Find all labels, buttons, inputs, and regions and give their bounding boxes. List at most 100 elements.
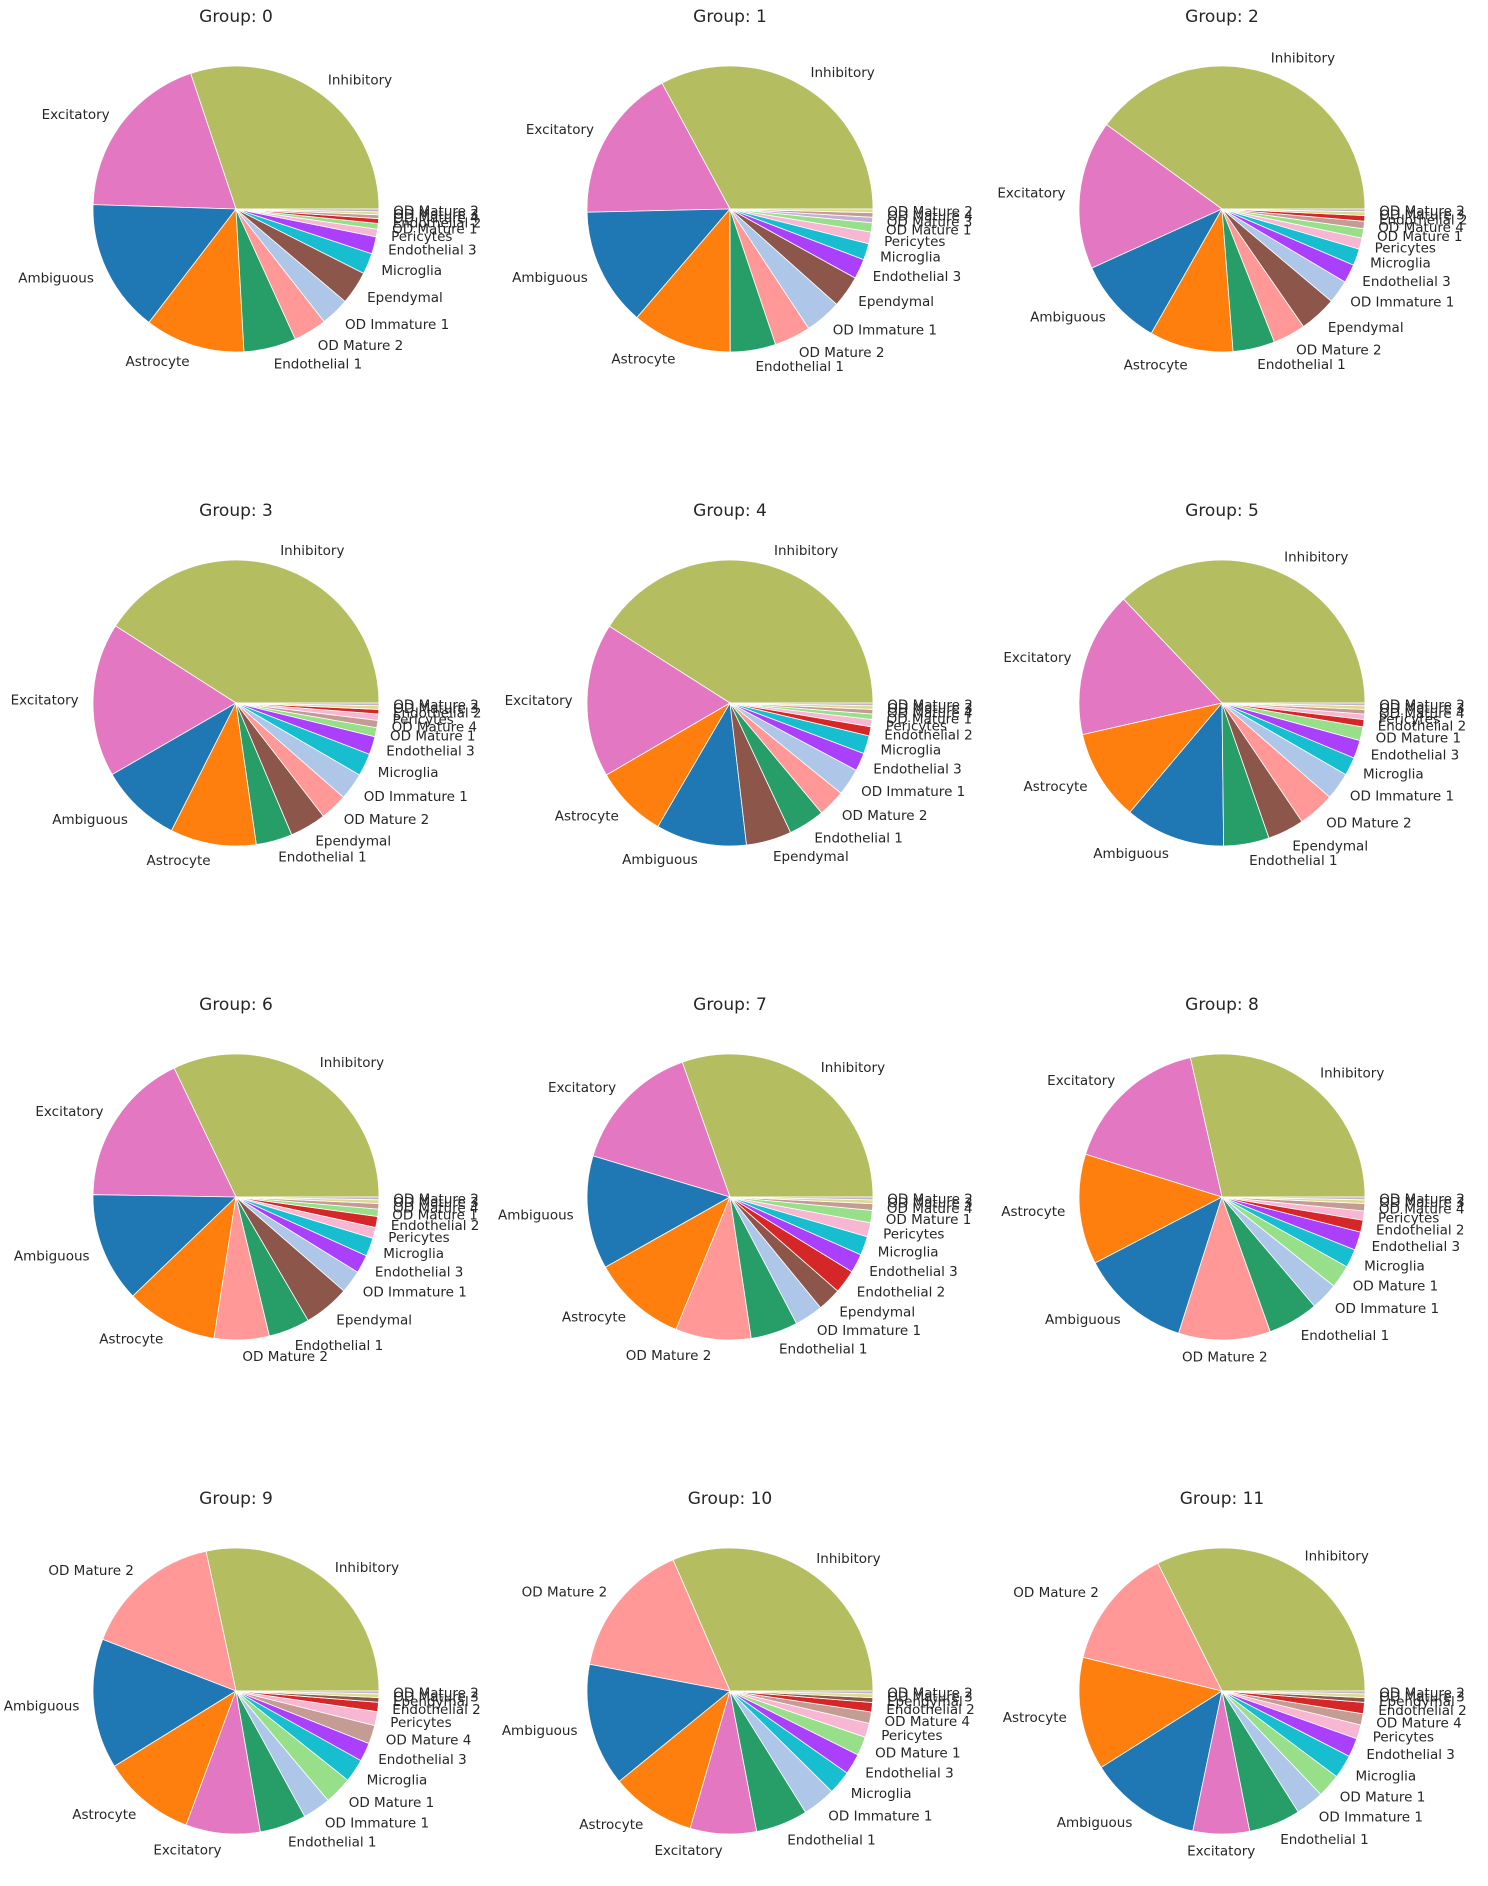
- slice-label: Endothelial 1: [787, 1832, 875, 1848]
- pie-slice: [235, 702, 380, 707]
- slice-label: Astrocyte: [611, 351, 675, 367]
- pie-panel: Group: 9 Inhibitory OD Mature 2 Ambiguous As…: [4, 1489, 481, 1859]
- slice-label: Pericytes: [1373, 1730, 1434, 1746]
- slice-label: Endothelial 2: [1378, 1703, 1466, 1719]
- slice-label: Excitatory: [654, 1843, 722, 1859]
- pie-slice: [111, 701, 237, 832]
- panel-title: Group: 7: [693, 995, 767, 1015]
- slice-label: Ependymal: [336, 1313, 412, 1329]
- slice-label: Pericytes: [391, 229, 452, 245]
- slice-label: OD Mature 2: [842, 808, 928, 824]
- slice-label: OD Mature 1: [390, 729, 476, 745]
- slice-label: Inhibitory: [320, 1055, 384, 1071]
- pie-panel: Group: 5 Inhibitory Excitatory Astrocyte Amb…: [1003, 501, 1466, 869]
- slice-label: Pericytes: [883, 1227, 944, 1243]
- slice-label: OD Mature 2: [1379, 698, 1465, 714]
- slice-label: Endothelial 1: [1280, 1832, 1368, 1848]
- pie-panel: Group: 11 Inhibitory OD Mature 2 Astrocyte A…: [1003, 1489, 1467, 1859]
- slice-label: OD Immature 1: [325, 1815, 429, 1831]
- slice-label: Astrocyte: [1024, 779, 1088, 795]
- slice-label: Microglia: [878, 1244, 939, 1260]
- slice-label: Endothelial 3: [386, 743, 474, 759]
- slice-label: Excitatory: [1003, 650, 1071, 666]
- slice-label: Microglia: [1370, 256, 1431, 272]
- pie-panel: Group: 8 Inhibitory Excitatory Astrocyte Amb…: [1001, 995, 1465, 1365]
- panel-title: Group: 4: [693, 501, 767, 521]
- slice-label: OD Mature 2: [344, 812, 430, 828]
- slice-label: OD Immature 1: [828, 1808, 932, 1824]
- slice-label: OD Immature 1: [363, 1285, 467, 1301]
- slice-label: Ambiguous: [1093, 846, 1169, 862]
- slice-label: OD Mature 3: [887, 701, 973, 717]
- pie-slice: [586, 1663, 731, 1783]
- slice-label: Pericytes: [881, 1728, 942, 1744]
- slice-label: OD Mature 3: [1379, 1689, 1465, 1705]
- panel-title: Group: 2: [1185, 7, 1259, 27]
- slice-label: OD Mature 2: [887, 698, 973, 714]
- slice-label: Inhibitory: [1284, 550, 1348, 566]
- slice-label: Ambiguous: [1030, 309, 1106, 325]
- slice-label: OD Mature 1: [1377, 229, 1463, 245]
- pie-slice: [729, 208, 874, 214]
- slice-label: Pericytes: [1378, 1211, 1439, 1227]
- pie-slice: [1221, 702, 1366, 707]
- pie-slice: [608, 559, 874, 704]
- pie-slice: [1178, 1195, 1271, 1341]
- pie-panel: Group: 0 Inhibitory Excitatory Ambiguous Ast…: [18, 7, 481, 373]
- pie-slice: [681, 1053, 874, 1198]
- slice-label: Excitatory: [526, 122, 594, 138]
- panel-title: Group: 11: [1180, 1489, 1265, 1509]
- panel-title: Group: 1: [693, 7, 767, 27]
- slice-label: OD Mature 4: [393, 1200, 479, 1216]
- pie-slice: [592, 1061, 731, 1198]
- slice-label: Excitatory: [11, 692, 79, 708]
- pie-slice: [92, 1067, 237, 1198]
- slice-label: Ambiguous: [622, 852, 698, 868]
- slice-label: OD Immature 1: [861, 784, 965, 800]
- panel-title: Group: 9: [199, 1489, 273, 1509]
- slice-label: OD Mature 4: [392, 720, 478, 736]
- slice-label: Inhibitory: [1271, 51, 1335, 67]
- pie-slice: [235, 208, 380, 213]
- slice-label: OD Mature 1: [1353, 1279, 1439, 1295]
- pie-slice: [102, 1550, 237, 1692]
- slice-label: Pericytes: [884, 234, 945, 250]
- slice-label: OD Mature 3: [1379, 701, 1465, 717]
- slice-label: Inhibitory: [335, 1560, 399, 1576]
- slice-label: Inhibitory: [280, 543, 344, 559]
- slice-label: Microglia: [1363, 767, 1424, 783]
- slice-label: Endothelial 1: [756, 359, 844, 375]
- slice-label: Inhibitory: [821, 1060, 885, 1076]
- slice-label: Ambiguous: [14, 1248, 90, 1264]
- slice-label: Ependymal: [367, 290, 443, 306]
- slice-label: Microglia: [851, 1786, 912, 1802]
- pie-slice: [661, 65, 874, 210]
- slice-label: OD Mature 2: [1379, 204, 1465, 220]
- pie-slice: [235, 1196, 380, 1201]
- slice-label: Microglia: [383, 1246, 444, 1262]
- pie-slice: [1078, 1153, 1224, 1264]
- slice-label: Microglia: [1356, 1768, 1417, 1784]
- slice-label: Endothelial 1: [288, 1834, 376, 1850]
- pie-slice: [1221, 208, 1366, 213]
- slice-label: OD Mature 2: [393, 1192, 479, 1208]
- slice-label: Astrocyte: [147, 853, 211, 869]
- pie-slice: [1091, 208, 1223, 334]
- pie-panel: Group: 4 Inhibitory Excitatory Astrocyte Amb…: [505, 501, 973, 868]
- slice-label: OD Mature 4: [1376, 1716, 1462, 1732]
- slice-label: Ambiguous: [18, 270, 94, 286]
- slice-label: Endothelial 1: [814, 830, 902, 846]
- slice-label: Inhibitory: [811, 65, 875, 81]
- pie-slice: [173, 1053, 380, 1198]
- slice-label: Inhibitory: [774, 543, 838, 559]
- slice-label: Excitatory: [548, 1080, 616, 1096]
- pie-slice: [729, 1690, 874, 1695]
- pie-slice: [586, 625, 731, 776]
- slice-label: Endothelial 1: [779, 1341, 867, 1357]
- pie-slice: [1085, 1057, 1223, 1198]
- slice-label: OD Mature 4: [887, 1201, 973, 1217]
- slice-label: Pericytes: [388, 1230, 449, 1246]
- slice-label: Microglia: [378, 765, 439, 781]
- slice-label: Endothelial 2: [393, 706, 481, 722]
- slice-label: Ependymal: [858, 294, 934, 310]
